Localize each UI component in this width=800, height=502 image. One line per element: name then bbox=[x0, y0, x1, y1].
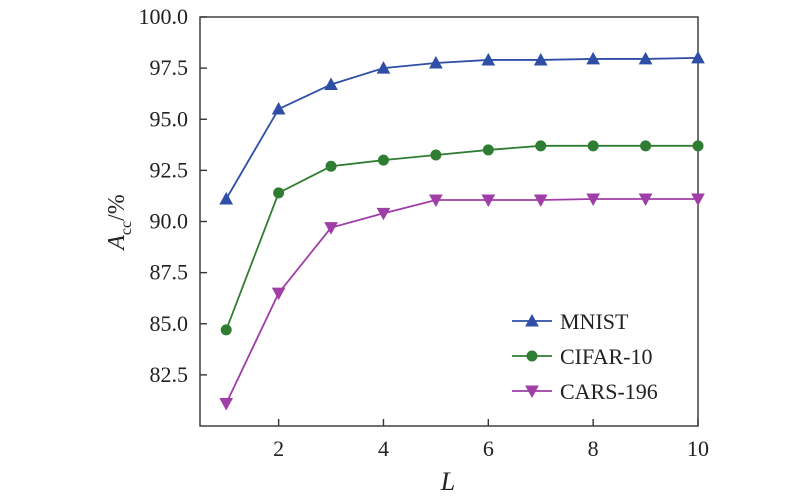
data-point bbox=[429, 55, 443, 69]
data-point bbox=[586, 51, 601, 65]
legend-item-cifar-10: CIFAR-10 bbox=[512, 344, 653, 369]
data-point bbox=[481, 52, 496, 66]
data-point bbox=[638, 193, 653, 207]
data-point bbox=[324, 222, 338, 235]
data-point bbox=[533, 52, 548, 66]
data-point bbox=[535, 140, 547, 152]
y-tick-label: 90.0 bbox=[150, 209, 189, 234]
data-point bbox=[325, 160, 337, 172]
data-point bbox=[219, 398, 234, 411]
legend-label: CIFAR-10 bbox=[560, 344, 653, 369]
y-tick-label: 85.0 bbox=[150, 311, 189, 336]
data-point bbox=[586, 193, 601, 207]
data-point bbox=[220, 324, 232, 336]
y-tick-label: 100.0 bbox=[139, 4, 189, 29]
legend-marker bbox=[525, 313, 539, 327]
x-axis-label: L bbox=[440, 467, 455, 496]
series-line bbox=[225, 198, 698, 404]
data-point bbox=[429, 194, 443, 208]
y-tick-label: 92.5 bbox=[150, 157, 189, 182]
legend-label: CARS-196 bbox=[560, 379, 658, 404]
series-mnist bbox=[219, 50, 705, 205]
y-axis-label: Acc/% bbox=[104, 194, 135, 252]
data-point bbox=[271, 101, 286, 115]
series-line bbox=[225, 144, 698, 331]
legend-marker bbox=[526, 350, 538, 362]
y-axis-label-sub: cc bbox=[118, 221, 135, 235]
y-tick-label: 87.5 bbox=[150, 260, 189, 285]
y-tick-label: 95.0 bbox=[150, 106, 189, 131]
data-point bbox=[638, 51, 653, 65]
data-point bbox=[533, 194, 548, 208]
y-axis-label-suffix: /% bbox=[104, 194, 130, 221]
data-point bbox=[587, 140, 599, 152]
data-point bbox=[376, 61, 391, 74]
x-tick-label: 8 bbox=[588, 436, 599, 461]
data-point bbox=[271, 287, 286, 301]
legend-item-mnist: MNIST bbox=[512, 309, 629, 334]
series-line bbox=[225, 57, 699, 200]
data-point bbox=[376, 207, 391, 221]
legend-item-cars-196: CARS-196 bbox=[512, 379, 658, 404]
data-point bbox=[692, 140, 704, 152]
series-cars-196 bbox=[219, 193, 705, 411]
series-layer bbox=[219, 50, 705, 411]
x-tick-label: 2 bbox=[273, 436, 284, 461]
series-cifar-10 bbox=[220, 140, 704, 336]
data-point bbox=[273, 187, 285, 199]
ticks: 82.5 85.0 87.5 90.0 92.5 95.0 97.5 100.0 2 4 6 8 10 bbox=[139, 4, 710, 461]
data-point bbox=[324, 77, 338, 90]
data-point bbox=[691, 50, 705, 64]
y-axis-label-main: A bbox=[104, 235, 130, 252]
legend-marker bbox=[525, 385, 539, 399]
data-point bbox=[691, 193, 705, 207]
legend-label: MNIST bbox=[560, 309, 629, 334]
data-point bbox=[430, 149, 442, 161]
data-point bbox=[219, 191, 234, 205]
data-point bbox=[377, 154, 389, 166]
x-tick-label: 6 bbox=[483, 436, 494, 461]
data-point bbox=[482, 144, 494, 156]
data-point bbox=[481, 194, 496, 208]
y-tick-label: 97.5 bbox=[150, 55, 189, 80]
data-point bbox=[640, 140, 652, 152]
y-tick-label: 82.5 bbox=[150, 362, 189, 387]
legend: MNIST CIFAR-10 CARS-196 bbox=[512, 309, 658, 404]
x-tick-label: 4 bbox=[378, 436, 389, 461]
x-tick-label: 10 bbox=[687, 436, 709, 461]
